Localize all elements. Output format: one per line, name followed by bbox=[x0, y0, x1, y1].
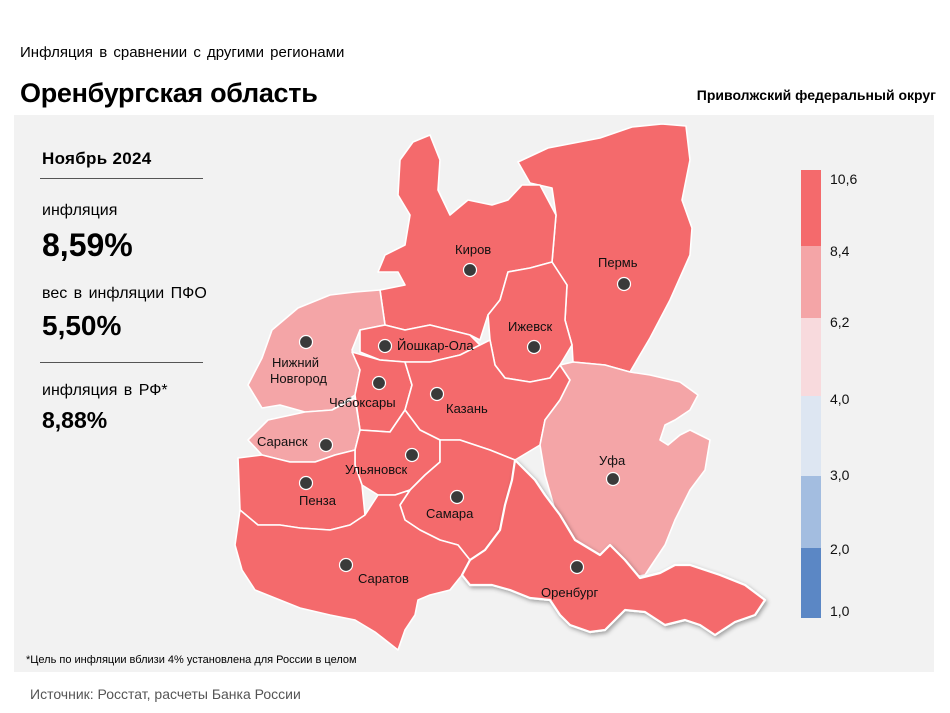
page-title: Оренбургская область bbox=[20, 78, 318, 108]
color-legend: 10,6 8,4 6,2 4,0 3,0 2,0 1,0 bbox=[801, 170, 857, 619]
city-label-nizhny-1: Нижний bbox=[272, 355, 319, 370]
legend-band-1-0-2-0 bbox=[801, 548, 821, 618]
city-dot-perm bbox=[616, 276, 632, 292]
legend-tick-3-0: 3,0 bbox=[830, 467, 850, 483]
city-label-yoshkar: Йошкар-Ола bbox=[397, 338, 474, 353]
city-label-izhevsk: Ижевск bbox=[508, 319, 553, 334]
divider-bottom bbox=[40, 362, 203, 363]
city-label-ulyanovsk: Ульяновск bbox=[345, 462, 407, 477]
legend-tick-2-0: 2,0 bbox=[830, 541, 850, 557]
weight-value: 5,50% bbox=[42, 310, 122, 341]
city-dot-kirov bbox=[462, 262, 478, 278]
legend-tick-6-2: 6,2 bbox=[830, 314, 850, 330]
city-dot-samara bbox=[449, 489, 465, 505]
region-orenburg bbox=[460, 458, 767, 637]
city-dot-nizhny bbox=[298, 334, 314, 350]
city-label-nizhny-2: Новгород bbox=[270, 371, 327, 386]
legend-band-8-4-10-6 bbox=[801, 170, 821, 246]
city-label-samara: Самара bbox=[426, 506, 474, 521]
city-label-penza: Пенза bbox=[299, 493, 337, 508]
city-dot-yoshkar bbox=[377, 338, 393, 354]
city-label-saratov: Саратов bbox=[358, 571, 409, 586]
russia-inflation-label: инфляция в РФ* bbox=[42, 382, 168, 399]
inflation-value: 8,59% bbox=[42, 227, 133, 263]
source-note: Источник: Росстат, расчеты Банка России bbox=[30, 686, 301, 702]
city-dot-ulyanovsk bbox=[404, 447, 420, 463]
supertitle: Инфляция в сравнении с другими регионами bbox=[20, 44, 345, 61]
city-dot-orenburg bbox=[569, 559, 585, 575]
city-dot-ufa bbox=[605, 471, 621, 487]
city-label-kirov: Киров bbox=[455, 242, 491, 257]
region-kirov bbox=[377, 134, 557, 341]
legend-tick-1-0: 1,0 bbox=[830, 603, 850, 619]
russia-inflation-value: 8,88% bbox=[42, 407, 108, 433]
legend-tick-4-0: 4,0 bbox=[830, 391, 850, 407]
city-label-perm: Пермь bbox=[598, 255, 638, 270]
legend-band-3-0-4-0 bbox=[801, 396, 821, 476]
divider-top bbox=[40, 178, 203, 179]
weight-label: вес в инфляции ПФО bbox=[42, 285, 207, 302]
city-label-saransk: Саранск bbox=[257, 434, 308, 449]
city-dot-saratov bbox=[338, 557, 354, 573]
city-dot-cheb bbox=[371, 375, 387, 391]
city-dot-saransk bbox=[318, 437, 334, 453]
inflation-label: инфляция bbox=[42, 202, 118, 219]
city-label-orenburg: Оренбург bbox=[541, 585, 598, 600]
district-name: Приволжский федеральный округ bbox=[696, 87, 936, 103]
legend-band-2-0-3-0 bbox=[801, 476, 821, 548]
legend-band-4-0-6-2 bbox=[801, 318, 821, 396]
footnote: *Цель по инфляции вблизи 4% установлена … bbox=[26, 654, 357, 666]
city-dot-izhevsk bbox=[526, 339, 542, 355]
city-label-ufa: Уфа bbox=[599, 453, 626, 468]
city-label-cheb: Чебоксары bbox=[329, 395, 396, 410]
legend-tick-8-4: 8,4 bbox=[830, 243, 850, 259]
region-bashkortostan bbox=[539, 361, 711, 579]
city-dot-kazan bbox=[429, 386, 445, 402]
city-dot-penza bbox=[298, 475, 314, 491]
legend-band-6-2-8-4 bbox=[801, 246, 821, 318]
legend-tick-10-6: 10,6 bbox=[830, 171, 857, 187]
city-label-kazan: Казань bbox=[446, 401, 488, 416]
period-label: Ноябрь 2024 bbox=[42, 149, 152, 168]
